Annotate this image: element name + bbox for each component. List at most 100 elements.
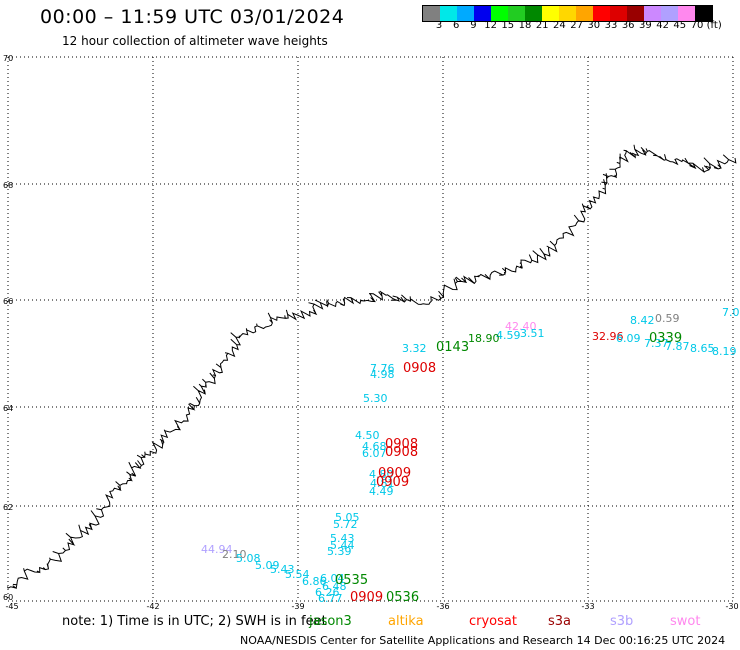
wave-height-value: 6.09 (616, 332, 641, 345)
pass-time-label: 0909 (378, 466, 412, 481)
wave-height-value: 5.43 (270, 563, 295, 576)
footer-credit: NOAA/NESDIS Center for Satellite Applica… (240, 634, 726, 647)
legend-label: 15 (501, 20, 515, 31)
legend-label: 24 (553, 20, 566, 31)
legend-swatch (678, 6, 695, 21)
wave-height-value: 4.98 (370, 368, 395, 381)
legend-label: 18 (518, 20, 532, 31)
legend-swatch (576, 6, 593, 21)
legend-swatch (627, 6, 644, 21)
pass-time-label: 0143 (436, 340, 470, 355)
legend-swatch (559, 6, 576, 21)
longitude-label: -39 (291, 602, 305, 611)
longitude-label: -30 (725, 602, 739, 611)
satellite-key-s3a: s3a (548, 614, 572, 629)
wave-height-value: 32.96 (592, 330, 624, 343)
wave-height-value: 5.05 (335, 511, 360, 524)
map-subtitle: 12 hour collection of altimeter wave hei… (62, 34, 328, 48)
satellite-key-s3b: s3b (610, 614, 634, 629)
wave-height-value: 7.76 (370, 362, 395, 375)
legend-label: 9 (470, 20, 477, 31)
wave-height-value: 0.59 (655, 312, 680, 325)
wave-height-value: 6.04 (320, 572, 345, 585)
wave-height-value: 4.81 (370, 477, 395, 490)
wave-height-value: 18.90 (468, 332, 500, 345)
legend-label: 39 (639, 20, 652, 31)
satellite-key-jason3: jason3 (309, 614, 352, 629)
color-scale-labels: 3 6 9 12 15 18 21 24 27 30 33 36 39 42 45 70 (ft) (422, 20, 740, 34)
legend-swatch (525, 6, 542, 21)
legend-label: 30 (587, 20, 601, 31)
legend-swatch (457, 6, 474, 21)
legend-label: (ft) (706, 20, 722, 31)
wave-height-value: 6.07 (362, 447, 387, 460)
legend-label: 3 (435, 20, 443, 31)
legend-swatch (644, 6, 661, 21)
legend-swatch (508, 6, 525, 21)
wave-height-value: 4.68 (362, 440, 387, 453)
wave-height-value: 5.43 (330, 532, 355, 545)
wave-height-value: 5.09 (255, 559, 280, 572)
wave-height-value: 3.51 (520, 327, 545, 340)
legend-swatch (491, 6, 508, 21)
wave-height-value: 5.08 (236, 552, 261, 565)
map-frame (8, 57, 735, 601)
legend-swatch (695, 6, 712, 21)
legend-label: 45 (673, 20, 687, 31)
pass-time-label: 0908 (385, 437, 419, 452)
legend-swatch (593, 6, 610, 21)
wave-height-color-scale (422, 5, 713, 22)
pass-time-label: 0908 (403, 361, 437, 376)
latitude-label: 68 (3, 181, 14, 190)
legend-swatch (474, 6, 491, 21)
legend-swatch (440, 6, 457, 21)
legend-label: 42 (656, 20, 669, 31)
legend-swatch (423, 6, 440, 21)
pass-time-label: 0339 (649, 331, 683, 346)
pass-time-label: 0909 (376, 475, 410, 490)
latitude-label: 70 (3, 54, 14, 63)
wave-height-value: 5.72 (333, 518, 358, 531)
wave-height-value: 4.80 (369, 468, 394, 481)
wave-height-value: 8.42 (630, 314, 655, 327)
wave-height-value: 6.86 (302, 575, 327, 588)
wave-height-value: 8.65 (690, 342, 715, 355)
wave-height-value: 5.54 (285, 568, 310, 581)
wave-height-value: 7.87 (665, 340, 690, 353)
pass-time-label: 0535 (335, 573, 369, 588)
legend-label: 33 (604, 20, 618, 31)
lat-lon-grid (7, 56, 734, 602)
latitude-label: 64 (3, 404, 14, 413)
legend-label: 27 (570, 20, 583, 31)
greenland-coastline (6, 144, 737, 590)
longitude-label: -33 (581, 602, 595, 611)
wave-height-value: 3.32 (402, 342, 427, 355)
legend-label: 6 (453, 20, 460, 31)
wave-height-value: 7.37 (644, 337, 669, 350)
wave-height-value: 8.19 (712, 345, 737, 358)
wave-height-value: 5.39 (327, 545, 352, 558)
legend-label: 36 (621, 20, 635, 31)
satellite-key-altika: altika (388, 614, 424, 629)
latitude-label: 66 (3, 297, 14, 306)
wave-height-value: 5.30 (363, 392, 388, 405)
wave-height-value: 4.59 (496, 329, 521, 342)
legend-label: 21 (535, 20, 549, 31)
pass-time-label: 0909 (350, 590, 384, 605)
wave-height-value: 4.50 (355, 429, 380, 442)
satellite-key-swot: swot (670, 614, 701, 629)
footer-note: note: 1) Time is in UTC; 2) SWH is in fe… (62, 614, 327, 629)
wave-height-value: 6.48 (322, 580, 347, 593)
latitude-label: 62 (3, 503, 14, 512)
wave-height-value: 5.44 (330, 539, 355, 552)
pass-time-label: 0908 (385, 445, 419, 460)
legend-label: 70 (690, 20, 704, 31)
map-title: 00:00 – 11:59 UTC 03/01/2024 (40, 6, 345, 28)
wave-height-value: 6.77 (318, 592, 343, 605)
longitude-label: -36 (436, 602, 450, 611)
longitude-label: -45 (5, 602, 19, 611)
satellite-key-cryosat: cryosat (469, 614, 517, 629)
legend-swatch (542, 6, 559, 21)
wave-height-value: 2.10 (222, 548, 247, 561)
